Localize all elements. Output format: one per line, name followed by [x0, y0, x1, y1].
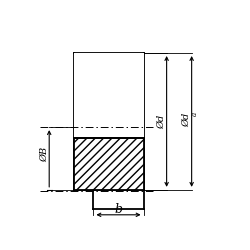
Text: b: b — [114, 203, 122, 216]
Text: ØB: ØB — [40, 147, 49, 162]
Text: Ød: Ød — [157, 114, 166, 128]
Text: a: a — [191, 112, 199, 116]
Text: Ød: Ød — [182, 112, 191, 127]
Bar — [74, 53, 144, 138]
Bar — [74, 138, 144, 190]
